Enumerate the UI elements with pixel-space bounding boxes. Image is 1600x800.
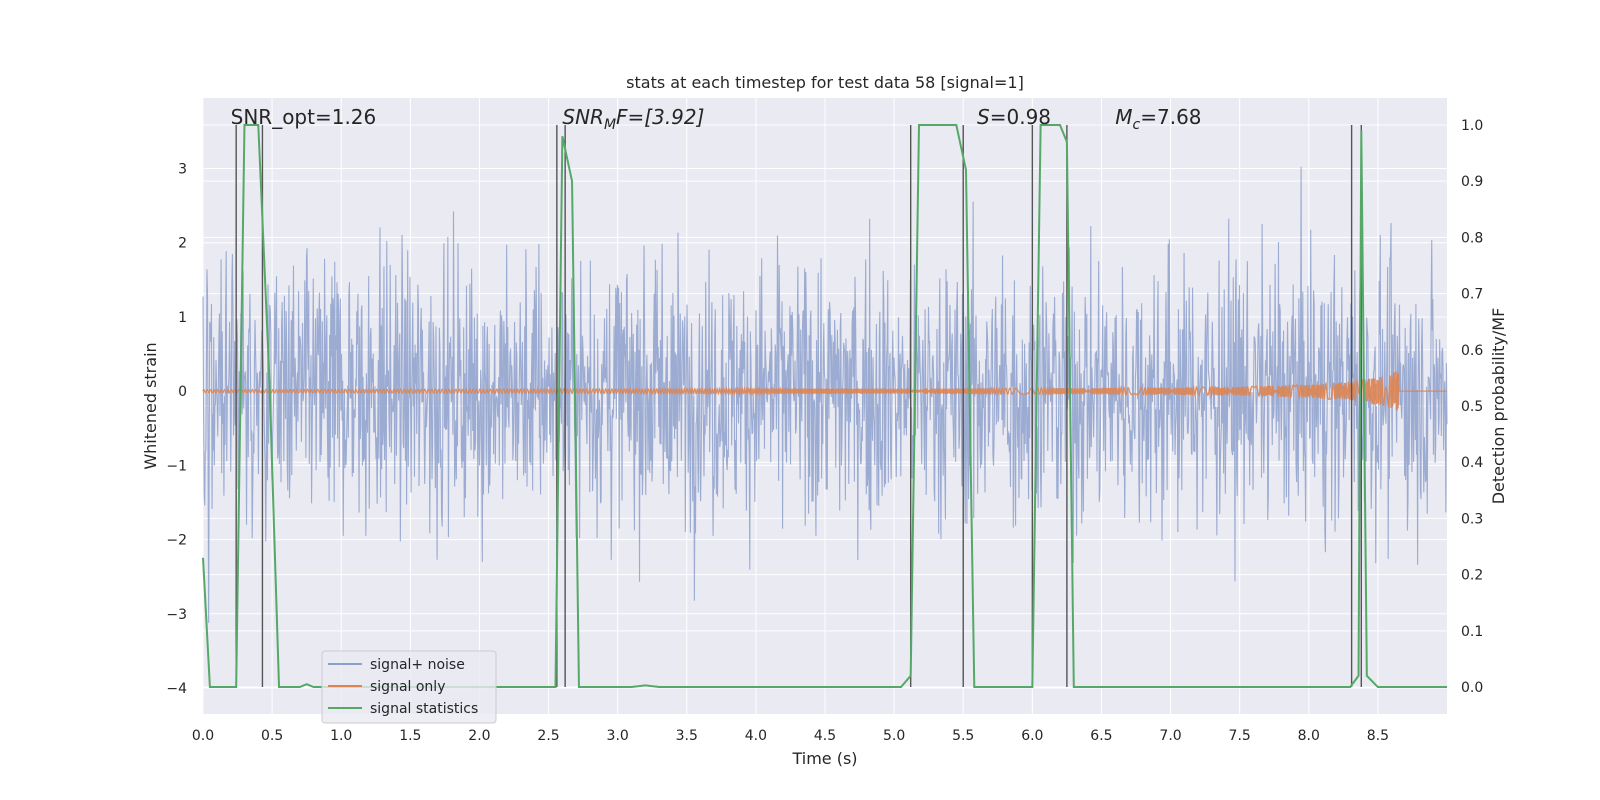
- y-tick-label: 3: [178, 162, 187, 178]
- y-tick-label: −3: [166, 607, 187, 623]
- legend-label-signal: signal only: [370, 679, 445, 695]
- x-tick-label: 0.5: [261, 728, 283, 744]
- annotation-text: Mc=7.68: [1115, 105, 1201, 133]
- legend-box: [321, 650, 497, 724]
- y-tick-label: 1: [178, 310, 187, 326]
- series-signal-noise: [202, 166, 1448, 623]
- noise-line: [202, 166, 1448, 623]
- series-signal-only: [202, 371, 1447, 411]
- x-tick-label: 7.0: [1159, 728, 1181, 744]
- y-tick-label: 0: [178, 384, 187, 400]
- x-tick-label: 0.0: [192, 728, 214, 744]
- y2-tick-label: 0.8: [1461, 230, 1483, 246]
- x-axis-label: Time (s): [791, 749, 857, 768]
- x-tick-label: 1.5: [399, 728, 421, 744]
- annotation-text: SNR_opt=1.26: [231, 105, 377, 129]
- y-tick-label: −1: [166, 458, 187, 474]
- series-signal-statistics: [202, 123, 1447, 689]
- y2-tick-label: 0.4: [1461, 455, 1483, 471]
- x-tick-label: 2.5: [537, 728, 559, 744]
- annotation-text: S=0.98: [977, 105, 1051, 129]
- chart-title: stats at each timestep for test data 58 …: [626, 73, 1024, 92]
- y2-tick-label: 0.6: [1461, 343, 1483, 359]
- x-tick-label: 5.0: [883, 728, 905, 744]
- annotation-text: SNRMF=[3.92]: [562, 105, 704, 133]
- y2-tick-label: 0.9: [1461, 174, 1483, 190]
- y2-tick-label: 0.2: [1461, 568, 1483, 584]
- x-tick-label: 6.0: [1021, 728, 1043, 744]
- x-tick-label: 6.5: [1090, 728, 1112, 744]
- annotations: SNR_opt=1.26 SNRMF=[3.92] S=0.98 Mc=7.68: [231, 105, 1202, 133]
- signal-line: [202, 371, 1447, 411]
- y-axis-label: Whitened strain: [141, 342, 160, 469]
- y-tick-label: 2: [178, 236, 187, 252]
- x-tick-label: 3.5: [676, 728, 698, 744]
- y2-axis-label: Detection probability/MF: [1489, 308, 1508, 505]
- x-tick-label: 2.0: [468, 728, 490, 744]
- y-tick-label: −2: [166, 533, 187, 549]
- x-tick-label: 4.5: [814, 728, 836, 744]
- legend-label-noise: signal+ noise: [370, 657, 465, 673]
- y2-tick-labels: 1.0 0.9 0.8 0.7 0.6 0.5 0.4 0.3 0.2 0.1 0.0: [1461, 118, 1483, 696]
- y2-tick-label: 0.1: [1461, 624, 1483, 640]
- x-tick-label: 5.5: [952, 728, 974, 744]
- y2-tick-label: 0.7: [1461, 287, 1483, 303]
- x-tick-label: 3.0: [607, 728, 629, 744]
- x-tick-labels: 0.0 0.5 1.0 1.5 2.0 2.5 3.0 3.5 4.0 4.5 5.0 5.5 6.0 6…: [192, 728, 1389, 744]
- x-tick-label: 8.0: [1298, 728, 1320, 744]
- y2-tick-label: 0.3: [1461, 511, 1483, 527]
- x-tick-label: 1.0: [330, 728, 352, 744]
- x-tick-label: 8.5: [1367, 728, 1389, 744]
- x-tick-label: 7.5: [1229, 728, 1251, 744]
- x-tick-label: 4.0: [745, 728, 767, 744]
- y-tick-label: −4: [166, 681, 187, 697]
- legend-label-stats: signal statistics: [370, 701, 478, 717]
- legend: signal+ noise signal only signal statist…: [321, 650, 497, 724]
- stats-line: [202, 123, 1447, 689]
- y2-tick-label: 0.0: [1461, 680, 1483, 696]
- y-tick-labels: 3 2 1 0 −1 −2 −3 −4: [166, 162, 187, 698]
- y2-tick-label: 1.0: [1461, 118, 1483, 134]
- y2-tick-label: 0.5: [1461, 399, 1483, 415]
